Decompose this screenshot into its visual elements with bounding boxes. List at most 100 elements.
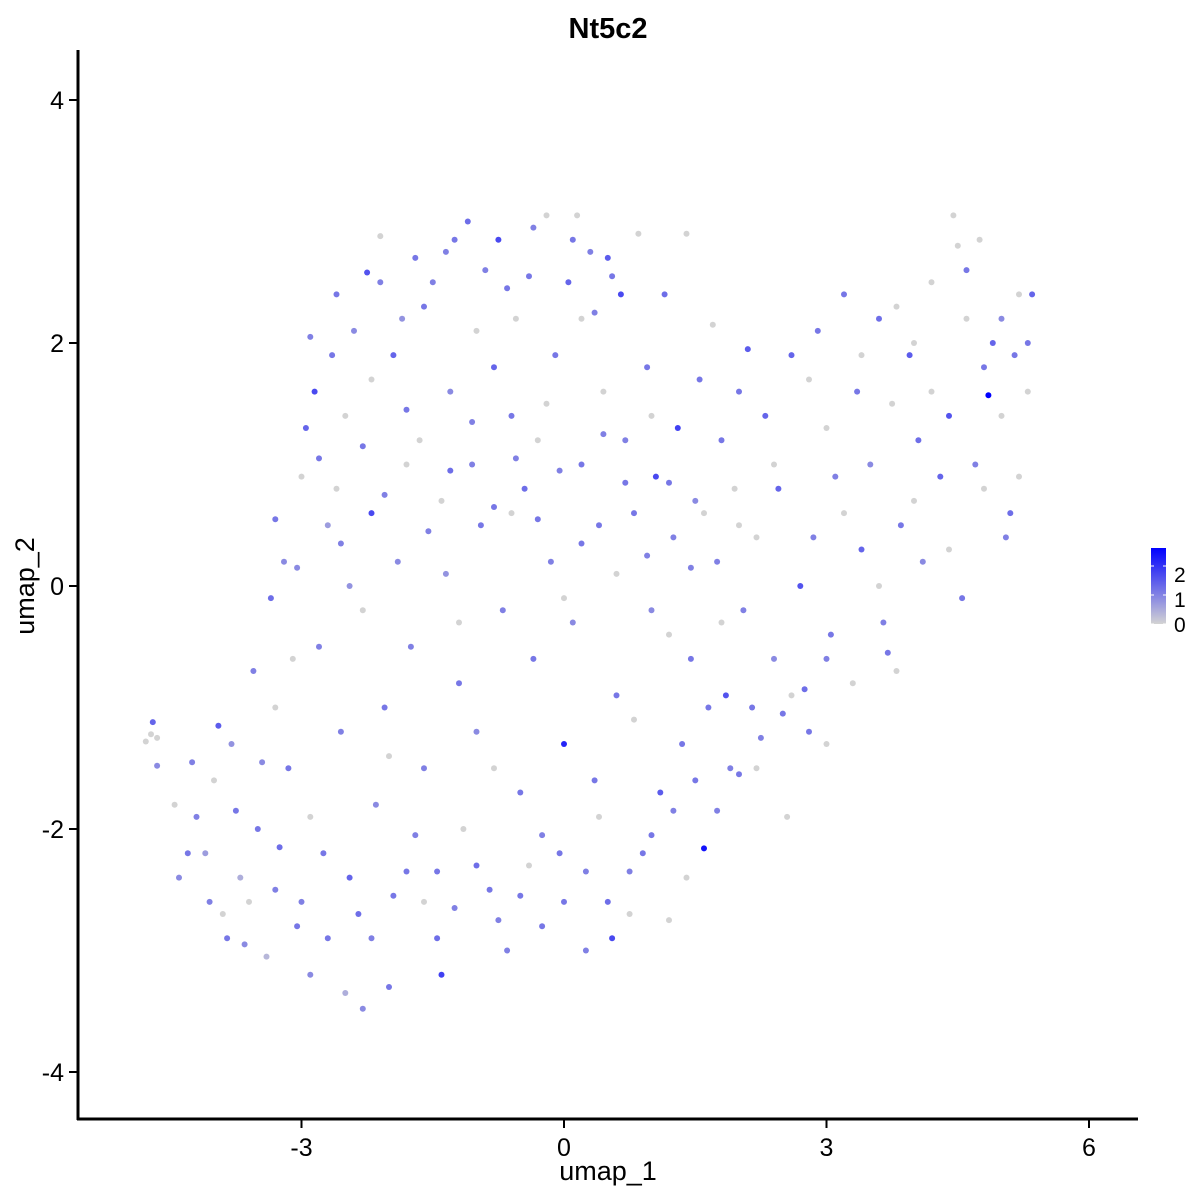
data-point — [403, 868, 410, 875]
data-point — [631, 510, 637, 517]
data-point — [149, 719, 156, 726]
data-point — [906, 352, 913, 359]
data-points — [142, 212, 1036, 1012]
data-point — [329, 352, 336, 359]
data-point — [184, 850, 191, 857]
data-point — [959, 595, 966, 602]
data-point — [827, 631, 834, 638]
data-point — [473, 862, 480, 869]
data-point — [788, 692, 795, 699]
data-point — [631, 716, 637, 723]
data-point — [438, 497, 445, 504]
data-point — [578, 315, 585, 322]
data-point — [543, 212, 550, 219]
data-point — [512, 315, 519, 322]
data-point — [289, 655, 296, 662]
data-point — [893, 668, 900, 674]
data-point — [547, 558, 554, 565]
data-point — [582, 868, 589, 875]
data-point — [482, 267, 489, 274]
data-point — [928, 388, 935, 395]
data-point — [298, 473, 305, 480]
data-point — [771, 655, 777, 662]
data-point — [670, 807, 677, 814]
data-point — [591, 777, 598, 784]
data-point — [390, 352, 397, 359]
data-point — [368, 510, 375, 517]
data-point — [775, 485, 782, 492]
data-point — [1024, 388, 1031, 395]
data-point — [889, 400, 896, 407]
data-point — [460, 826, 467, 832]
y-tick-label: -4 — [42, 1059, 64, 1087]
x-tick-label: 0 — [557, 1134, 571, 1162]
data-point — [189, 759, 196, 766]
data-point — [596, 813, 602, 820]
data-point — [648, 607, 655, 614]
x-axis-ticks: -3 0 3 6 — [290, 1119, 1096, 1162]
data-point — [736, 771, 742, 778]
data-point — [609, 935, 616, 942]
data-point — [469, 419, 476, 425]
data-point — [749, 704, 756, 711]
data-point — [613, 692, 620, 699]
data-point — [486, 886, 493, 893]
data-point — [727, 765, 734, 772]
data-point — [154, 762, 161, 769]
data-point — [390, 892, 397, 899]
data-point — [687, 655, 694, 662]
data-point — [372, 801, 379, 808]
legend-label-low: 0 — [1174, 614, 1186, 637]
data-point — [600, 431, 607, 438]
data-point — [447, 388, 454, 395]
data-point — [565, 279, 572, 286]
data-point — [771, 461, 777, 468]
data-point — [403, 461, 410, 468]
data-point — [351, 327, 357, 334]
data-point — [491, 765, 497, 772]
data-point — [232, 807, 239, 814]
data-point — [307, 813, 314, 820]
data-point — [333, 485, 340, 492]
data-point — [434, 868, 441, 875]
data-point — [622, 479, 629, 486]
y-axis-label: umap_2 — [10, 537, 40, 635]
data-point — [556, 850, 563, 857]
data-point — [1016, 291, 1022, 298]
data-point — [753, 534, 760, 541]
data-point — [495, 917, 502, 924]
data-point — [456, 619, 462, 626]
data-point — [386, 984, 392, 990]
data-point — [337, 540, 344, 547]
data-point — [797, 583, 804, 589]
data-point — [298, 898, 305, 905]
data-point — [744, 346, 751, 353]
data-point — [806, 376, 812, 383]
data-point — [337, 728, 344, 735]
data-point — [736, 522, 742, 529]
data-point — [403, 406, 410, 413]
data-point — [591, 309, 598, 316]
data-point — [666, 917, 672, 924]
data-point — [202, 850, 209, 857]
data-point — [705, 704, 712, 711]
data-point — [316, 455, 322, 462]
data-point — [377, 279, 384, 286]
data-point — [517, 892, 524, 899]
data-point — [267, 595, 274, 602]
data-point — [1002, 534, 1009, 541]
data-point — [425, 528, 432, 535]
data-point — [823, 425, 830, 431]
data-point — [972, 461, 979, 468]
data-point — [648, 412, 655, 419]
data-point — [451, 905, 458, 911]
x-tick-label: -3 — [290, 1134, 312, 1162]
data-point — [307, 333, 314, 340]
data-point — [757, 734, 764, 741]
data-point — [946, 546, 952, 553]
data-point — [543, 400, 550, 407]
data-point — [394, 558, 401, 565]
data-point — [731, 485, 738, 492]
data-point — [311, 388, 318, 395]
data-point — [539, 832, 546, 839]
